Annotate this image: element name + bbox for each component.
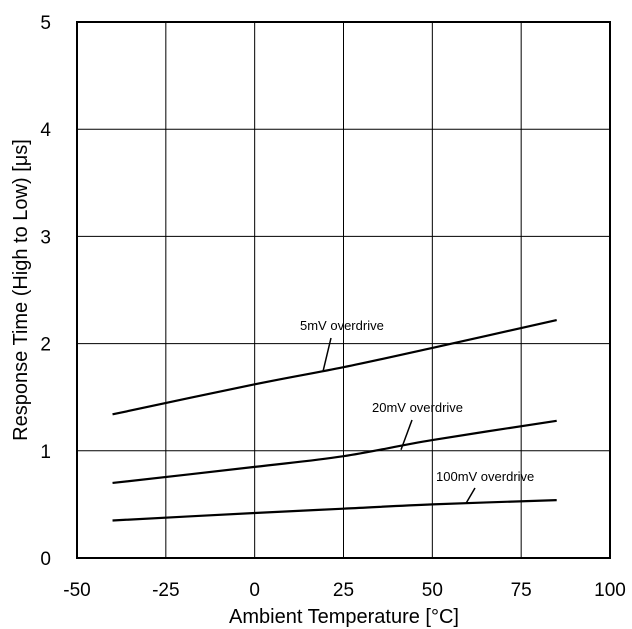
x-tick-label: 25 <box>333 580 354 601</box>
series-line-5mv <box>112 318 557 416</box>
x-tick-label: 100 <box>594 580 626 601</box>
y-tick-label: 2 <box>40 335 51 356</box>
x-tick-label: -50 <box>63 580 90 601</box>
annotations: 5mV overdrive 20mV overdrive 100mV overdri… <box>300 318 534 504</box>
y-axis-label: Response Time (High to Low) [μs] <box>10 139 32 441</box>
annotation-label: 20mV overdrive <box>372 400 463 415</box>
series-lines <box>112 318 557 522</box>
x-tick-labels: -50 -25 0 25 50 75 100 <box>63 580 626 601</box>
annotation-leader-line <box>465 487 476 504</box>
annotation-leader-line <box>322 337 332 372</box>
y-tick-label: 0 <box>40 549 51 570</box>
annotation-label: 5mV overdrive <box>300 318 384 333</box>
y-tick-label: 1 <box>40 442 51 463</box>
series-line-20mv <box>112 419 557 485</box>
annotation-label: 100mV overdrive <box>436 469 534 484</box>
y-tick-label: 3 <box>40 227 51 248</box>
x-tick-label: 50 <box>422 580 443 601</box>
plot-frame <box>76 21 611 559</box>
y-tick-label: 4 <box>40 120 51 141</box>
y-tick-label: 5 <box>40 13 51 34</box>
y-tick-labels: 0 1 2 3 4 5 <box>40 13 51 570</box>
x-tick-label: -25 <box>152 580 179 601</box>
x-tick-label: 75 <box>511 580 532 601</box>
series-line-100mv <box>112 499 557 522</box>
grid <box>77 22 610 558</box>
x-axis-label: Ambient Temperature [°C] <box>229 606 459 628</box>
x-tick-label: 0 <box>249 580 260 601</box>
annotation-leader-line <box>400 419 413 450</box>
